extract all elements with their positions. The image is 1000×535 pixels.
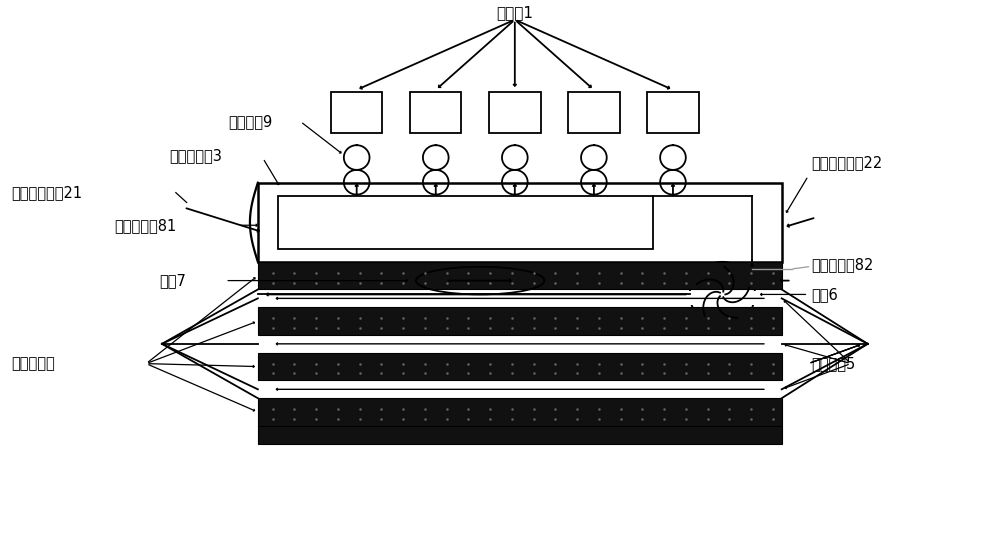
Text: 液泵6: 液泵6 [811, 287, 838, 302]
Text: 气囊7: 气囊7 [159, 273, 186, 288]
Text: 液体增益管3: 液体增益管3 [169, 149, 222, 164]
Text: 泵浦源1: 泵浦源1 [496, 5, 533, 20]
Bar [258, 426, 782, 444]
Circle shape [690, 262, 755, 327]
Bar [258, 262, 782, 289]
Text: 相变材料层: 相变材料层 [11, 356, 55, 371]
Bar [410, 92, 461, 133]
Text: 第二流道管82: 第二流道管82 [811, 257, 874, 272]
Bar [258, 398, 782, 426]
Bar [258, 383, 782, 396]
Text: 第一谐振腔镜21: 第一谐振腔镜21 [11, 185, 82, 200]
Bar [568, 92, 620, 133]
Bar [258, 183, 782, 262]
Bar [647, 92, 699, 133]
Bar [258, 307, 782, 335]
Bar [258, 337, 782, 351]
Bar [258, 353, 782, 380]
Text: 传导光纤9: 传导光纤9 [228, 114, 272, 129]
Bar [258, 292, 782, 305]
Bar [489, 92, 541, 133]
Text: 第二谐振腔镜22: 第二谐振腔镜22 [811, 156, 883, 171]
Text: 冷却流道5: 冷却流道5 [811, 356, 856, 371]
Text: 第一流道管81: 第一流道管81 [115, 218, 177, 233]
Bar [331, 92, 382, 133]
Bar [278, 196, 653, 249]
